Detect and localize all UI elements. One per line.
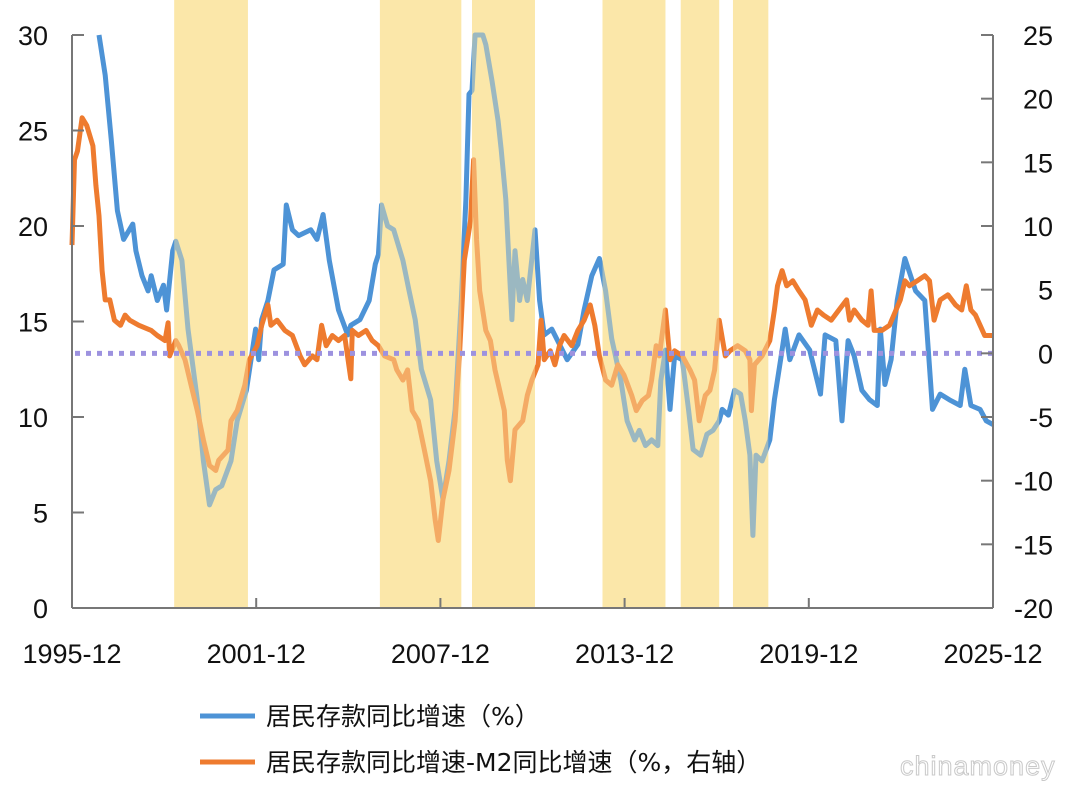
shaded-period-overlay-0 [174, 0, 248, 608]
shaded-period-overlay-2 [472, 0, 535, 608]
left-tick-label: 10 [18, 403, 48, 433]
right-tick-label: 20 [1023, 85, 1053, 115]
shaded-period-overlay-4 [680, 0, 720, 608]
series-lines [69, 32, 995, 543]
shaded-periods-overlay [174, 0, 769, 608]
shaded-period-4 [680, 0, 720, 608]
right-tick-label: 10 [1023, 212, 1053, 242]
x-tick-label: 1995-12 [22, 639, 121, 669]
left-tick-label: 15 [18, 308, 48, 338]
right-tick-label: -15 [1014, 530, 1053, 560]
legend: 居民存款同比增速（%） 居民存款同比增速-M2同比增速（%，右轴） [200, 702, 761, 777]
x-tick-label: 2019-12 [759, 639, 858, 669]
series-line-0 [96, 32, 995, 538]
shaded-period-overlay-5 [732, 0, 769, 608]
right-tick-label: 5 [1038, 276, 1053, 306]
right-tick-label: -5 [1029, 403, 1053, 433]
right-tick-label: 0 [1038, 339, 1053, 369]
x-tick-label: 2007-12 [391, 639, 490, 669]
x-tick-label: 2013-12 [575, 639, 674, 669]
axes: 0 5 10 15 20 25 30 -20 -15 -10 -5 0 5 10 15 20 25 1995-12… [18, 21, 1053, 669]
right-tick-label: -10 [1014, 467, 1053, 497]
shaded-period-3 [602, 0, 666, 608]
x-tick-label: 2025-12 [943, 639, 1042, 669]
series-line-1 [69, 115, 993, 543]
shaded-period-1 [379, 0, 462, 608]
shaded-period-overlay-1 [379, 0, 462, 608]
left-tick-label: 20 [18, 212, 48, 242]
left-tick-label: 25 [18, 117, 48, 147]
left-tick-label: 0 [33, 594, 48, 624]
shaded-periods [174, 0, 769, 608]
left-tick-label: 5 [33, 499, 48, 529]
left-tick-label: 30 [18, 21, 48, 51]
legend-label-deposit-minus-m2: 居民存款同比增速-M2同比增速（%，右轴） [266, 748, 761, 777]
shaded-period-overlay-3 [602, 0, 666, 608]
right-tick-label: 15 [1023, 148, 1053, 178]
right-tick-label: 25 [1023, 21, 1053, 51]
legend-label-deposit-growth: 居民存款同比增速（%） [266, 702, 540, 731]
x-tick-label: 2001-12 [207, 639, 306, 669]
right-tick-label: -20 [1014, 594, 1053, 624]
watermark: chinamoney [900, 751, 1056, 781]
